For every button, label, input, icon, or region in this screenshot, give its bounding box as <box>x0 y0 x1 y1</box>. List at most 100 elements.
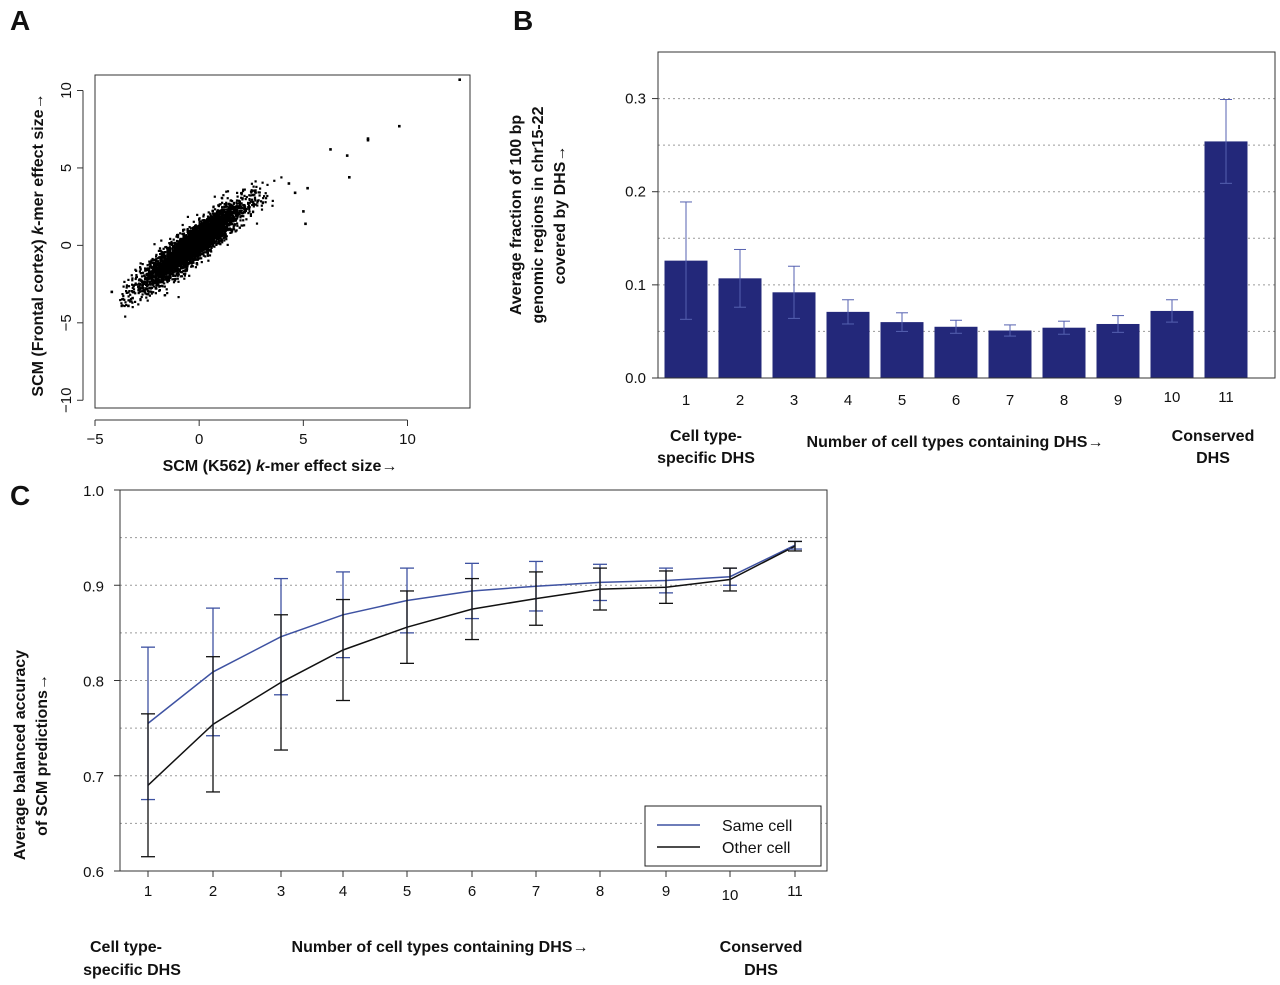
line-y-tick-label: 0.9 <box>83 578 104 595</box>
scatter-point <box>204 251 207 254</box>
scatter-point <box>199 236 202 239</box>
scatter-point <box>236 208 239 211</box>
line-y-tick-label: 0.7 <box>83 769 104 786</box>
scatter-point <box>181 271 184 274</box>
scatter-point <box>166 272 169 275</box>
scatter-point <box>194 246 197 249</box>
scatter-point <box>181 248 184 251</box>
scatter-point <box>165 279 169 282</box>
scatter-point <box>179 249 182 252</box>
scatter-point <box>173 244 176 247</box>
scatter-point <box>153 243 156 246</box>
scatter-point <box>139 298 142 301</box>
scatter-point <box>200 233 203 236</box>
scatter-point <box>160 258 163 261</box>
scatter-point <box>191 255 194 258</box>
scatter-point <box>220 196 223 199</box>
scatter-point <box>172 251 175 254</box>
scatter-point <box>213 218 216 221</box>
scatter-point <box>221 201 224 204</box>
scatter-point <box>226 226 229 229</box>
scatter-point <box>240 209 243 212</box>
scatter-point <box>166 281 169 284</box>
scatter-point <box>145 293 148 296</box>
scatter-point <box>223 225 226 229</box>
scatter-point <box>183 236 186 239</box>
scatter-point <box>225 205 229 208</box>
scatter-point <box>218 225 221 228</box>
scatter-point <box>306 186 309 190</box>
scatter-point <box>182 264 185 267</box>
scatter-point <box>203 227 206 230</box>
scatter-point <box>231 210 234 213</box>
scatter-point <box>140 275 144 278</box>
scatter-point <box>195 226 198 229</box>
scatter-point <box>182 235 185 238</box>
scatter-point <box>198 220 201 223</box>
scatter-point <box>189 260 192 263</box>
scatter-point <box>177 254 180 257</box>
scatter-point <box>166 270 169 273</box>
scatter-point <box>219 243 222 246</box>
scatter-point <box>260 200 263 203</box>
bar-series <box>664 141 1248 378</box>
scatter-point <box>252 202 255 206</box>
scatter-point <box>223 217 226 220</box>
scatter-panel-a: −5 0 5 10 −10 −5 0 5 10 SCM (K562) k-mer effect… <box>30 74 471 475</box>
scatter-point <box>172 270 175 273</box>
scatter-point <box>215 224 218 227</box>
scatter-point <box>217 232 220 235</box>
scatter-point <box>155 259 158 263</box>
scatter-point <box>202 233 205 236</box>
panel-label-a: A <box>10 5 30 36</box>
scatter-point <box>172 273 175 276</box>
scatter-point <box>196 249 199 252</box>
scatter-point <box>183 262 186 265</box>
scatter-point <box>183 266 186 269</box>
scatter-point <box>123 304 126 308</box>
scatter-point <box>258 194 261 197</box>
scatter-point <box>179 232 182 235</box>
scatter-point <box>207 211 210 214</box>
scatter-point <box>178 247 181 251</box>
scatter-point <box>176 249 179 252</box>
scatter-point <box>155 281 158 284</box>
scatter-point <box>160 271 163 275</box>
scatter-point <box>186 254 189 257</box>
bar-right-note-line1: Conserved <box>1172 428 1255 445</box>
scatter-point <box>188 249 191 253</box>
scatter-point <box>221 210 224 213</box>
scatter-point <box>147 293 150 296</box>
scatter-point <box>240 196 243 199</box>
scatter-point <box>228 227 231 230</box>
scatter-point <box>253 196 257 199</box>
scatter-point <box>190 253 193 256</box>
scatter-point <box>168 274 171 278</box>
scatter-point <box>221 206 224 209</box>
scatter-point <box>193 237 196 240</box>
scatter-point <box>176 270 179 273</box>
scatter-point <box>215 242 218 245</box>
scatter-point <box>243 205 246 208</box>
scatter-point <box>265 197 268 200</box>
scatter-point <box>196 213 199 216</box>
scatter-point <box>143 275 146 278</box>
scatter-point <box>184 272 187 275</box>
scatter-point <box>208 217 211 220</box>
scatter-point <box>242 188 245 191</box>
scatter-point <box>186 242 189 245</box>
scatter-point <box>161 251 164 254</box>
scatter-point <box>206 241 209 244</box>
scatter-point <box>254 199 257 202</box>
scatter-point <box>141 281 144 284</box>
scatter-point <box>155 255 158 258</box>
scatter-point <box>188 226 191 229</box>
scatter-point <box>188 274 191 277</box>
scatter-point <box>120 305 123 308</box>
scatter-point <box>212 222 215 225</box>
scatter-point <box>196 247 200 250</box>
scatter-point <box>247 202 250 205</box>
scatter-point <box>230 228 233 231</box>
scatter-point <box>177 259 180 262</box>
scatter-point <box>142 271 145 274</box>
